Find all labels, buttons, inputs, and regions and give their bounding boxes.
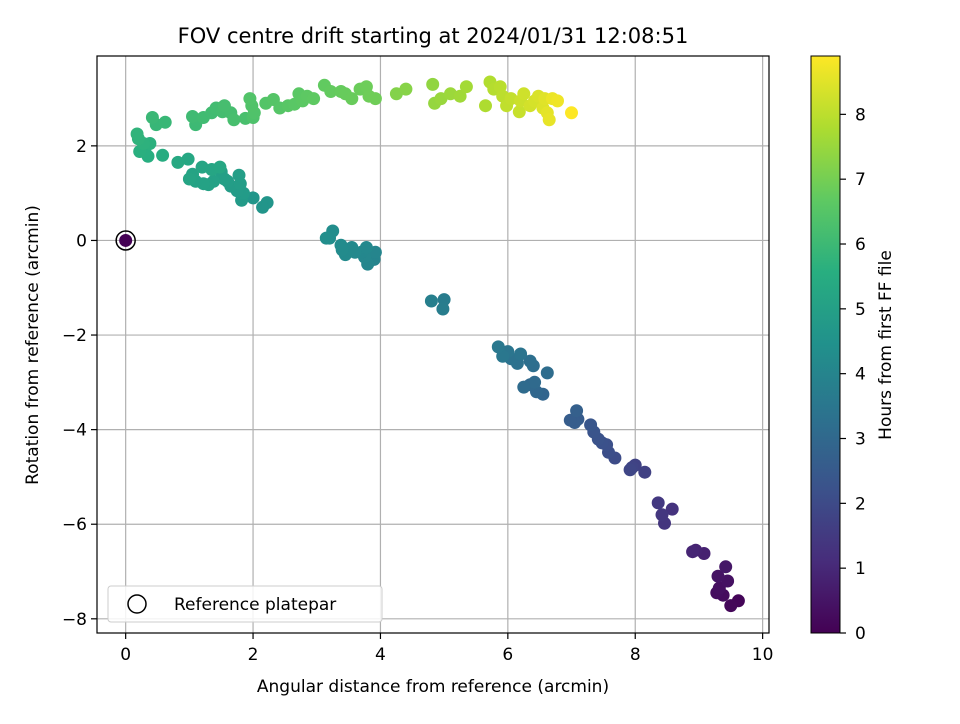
data-point (145, 111, 159, 124)
reference-point (119, 233, 133, 247)
data-point (246, 191, 260, 205)
data-point (399, 82, 413, 96)
data-point (686, 545, 700, 559)
data-point (479, 99, 492, 113)
colorbar-label: Hours from first FF file (876, 250, 896, 440)
data-point (491, 340, 505, 354)
data-point (528, 375, 542, 389)
x-tick-label: 10 (752, 645, 774, 665)
data-point (359, 241, 373, 254)
data-point (651, 496, 665, 510)
data-point (217, 99, 231, 113)
colorbar-tick-label: 4 (855, 365, 866, 385)
data-point (540, 366, 554, 380)
colorbar-tick-label: 3 (855, 430, 866, 450)
y-tick-label: 0 (76, 231, 87, 251)
legend-box (107, 585, 383, 623)
x-tick-label: 8 (630, 645, 641, 665)
chart-title: FOV centre drift starting at 2024/01/31 … (178, 24, 689, 48)
y-tick-label: −6 (62, 515, 87, 535)
data-point (186, 110, 199, 123)
data-point (517, 380, 531, 394)
y-tick-label: −4 (62, 421, 87, 441)
x-tick-label: 6 (502, 645, 513, 665)
data-point (453, 89, 467, 103)
data-point (156, 148, 170, 162)
data-point (584, 418, 598, 432)
data-point (158, 115, 172, 129)
data-point (436, 302, 450, 316)
data-point (324, 85, 338, 98)
data-point (171, 155, 185, 169)
data-point (638, 465, 652, 479)
data-point (551, 94, 564, 108)
data-point (426, 77, 440, 91)
y-tick-label: 2 (76, 137, 87, 157)
data-point (368, 92, 382, 106)
data-point (655, 508, 669, 522)
y-tick-label: −8 (62, 610, 87, 630)
data-point (213, 160, 227, 174)
data-point (514, 347, 528, 361)
reference-marker (115, 230, 136, 251)
data-point (512, 105, 526, 119)
colorbar-tick-label: 6 (855, 235, 866, 255)
data-point (345, 92, 359, 106)
x-tick-label: 2 (248, 645, 259, 665)
legend: Reference platepar (107, 585, 383, 623)
data-point (334, 238, 348, 252)
plot-frame (96, 55, 770, 634)
data-point (623, 463, 637, 477)
grid-lines (97, 56, 769, 633)
data-points (130, 75, 745, 613)
colorbar-tick-label: 1 (855, 559, 866, 579)
data-point (319, 231, 333, 245)
data-point (459, 80, 473, 94)
data-point (517, 87, 531, 101)
x-axis-label: Angular distance from reference (arcmin) (257, 677, 609, 697)
y-tick-label: −2 (62, 326, 87, 346)
data-point (232, 168, 246, 182)
data-point (243, 92, 257, 106)
y-axis-ticks: −8 −6 −4 −2 0 2 (62, 137, 97, 630)
colorbar (810, 55, 841, 634)
data-point (256, 200, 270, 214)
data-point (424, 294, 438, 308)
data-point (719, 560, 733, 574)
data-point (523, 354, 537, 368)
colorbar-tick-label: 2 (855, 494, 866, 514)
legend-label: Reference platepar (174, 595, 336, 615)
colorbar-ticks: 0 1 2 3 4 5 6 7 8 (840, 105, 866, 644)
colorbar-tick-label: 0 (855, 624, 866, 644)
data-point (565, 106, 578, 120)
colorbar-tick-label: 5 (855, 300, 866, 320)
data-point (711, 569, 725, 583)
data-point (542, 113, 556, 127)
reference-point-ring (115, 230, 136, 251)
data-point (724, 599, 738, 613)
data-point (182, 172, 196, 186)
colorbar-tick-label: 8 (855, 105, 866, 125)
data-point (563, 413, 577, 427)
data-point (665, 502, 679, 516)
data-point (721, 574, 735, 588)
data-point (130, 127, 144, 141)
data-point (307, 92, 321, 106)
data-point (181, 152, 195, 166)
x-axis-ticks: 0 2 4 6 8 10 (120, 633, 773, 665)
x-tick-label: 0 (120, 645, 131, 665)
x-tick-label: 4 (375, 645, 386, 665)
data-point (570, 404, 584, 418)
legend-reference-marker (127, 594, 147, 614)
y-axis-label: Rotation from reference (arcmin) (23, 205, 43, 485)
data-point (227, 113, 241, 127)
colorbar-tick-label: 7 (855, 170, 866, 190)
